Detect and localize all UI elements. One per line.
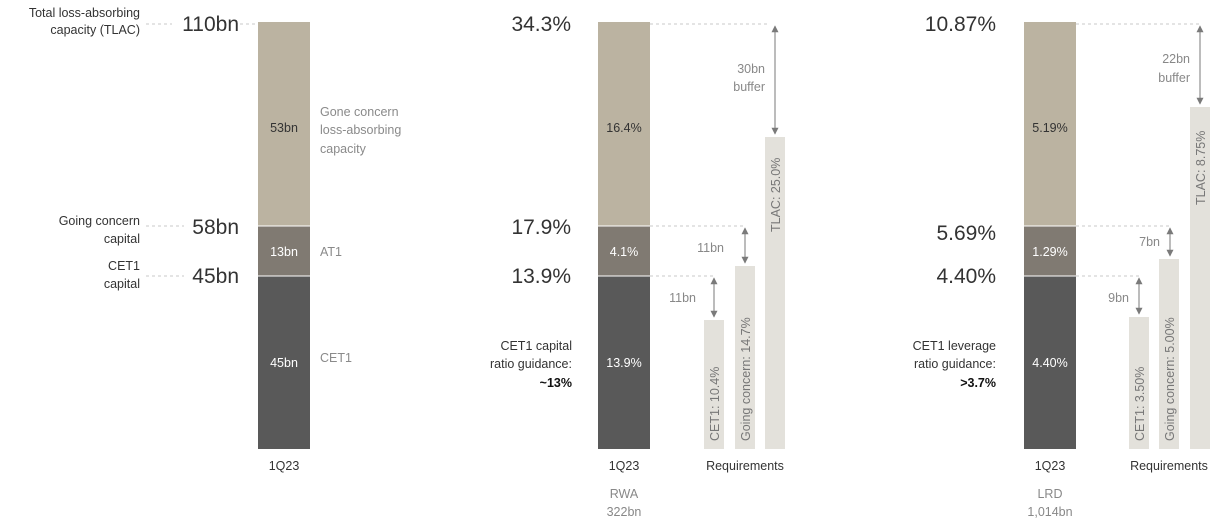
x-label-1q23: 1Q23 bbox=[609, 459, 640, 473]
bar-gone-concern bbox=[258, 22, 310, 226]
req-label-tlac: TLAC: 8.75% bbox=[1194, 131, 1208, 205]
seg-label-at1: 4.1% bbox=[610, 245, 639, 259]
value-110: 110bn bbox=[182, 13, 239, 36]
req-label-cet1: CET1: 10.4% bbox=[708, 367, 722, 441]
bar-at1 bbox=[598, 226, 650, 276]
seg-label-gone: 5.19% bbox=[1032, 121, 1067, 135]
buffer-tlac-2: buffer bbox=[1158, 71, 1190, 85]
x-label-requirements: Requirements bbox=[1130, 459, 1208, 473]
value-45: 45bn bbox=[192, 265, 239, 288]
legend-gone-1: Gone concern bbox=[320, 105, 399, 119]
seg-label-gone: 16.4% bbox=[606, 121, 641, 135]
x-label-1q23: 1Q23 bbox=[1035, 459, 1066, 473]
seg-label-at1: 13bn bbox=[270, 245, 298, 259]
req-label-going: Going concern: 14.7% bbox=[739, 317, 753, 441]
buffer-cet1: 9bn bbox=[1108, 291, 1129, 305]
going-label-2: capital bbox=[104, 232, 140, 246]
buffer-cet1: 11bn bbox=[669, 291, 696, 305]
going-label-1: Going concern bbox=[59, 214, 140, 228]
tlac-label-2: capacity (TLAC) bbox=[50, 23, 140, 37]
guidance-2: ratio guidance: bbox=[490, 357, 572, 371]
buffer-tlac-1: 30bn bbox=[737, 62, 765, 76]
req-label-tlac: TLAC: 25.0% bbox=[769, 158, 783, 232]
value-going: 5.69% bbox=[936, 222, 996, 245]
req-label-cet1: CET1: 3.50% bbox=[1133, 367, 1147, 441]
x-label-requirements: Requirements bbox=[706, 459, 784, 473]
buffer-tlac-2: buffer bbox=[733, 80, 765, 94]
buffer-going: 7bn bbox=[1139, 235, 1160, 249]
bar-at1 bbox=[258, 226, 310, 276]
legend-at1: AT1 bbox=[320, 245, 342, 259]
req-bar-cet1 bbox=[704, 320, 724, 449]
req-bar-going bbox=[1159, 259, 1179, 449]
tlac-label-1: Total loss-absorbing bbox=[29, 6, 140, 20]
cet1-label-2: capital bbox=[104, 277, 140, 291]
req-label-going: Going concern: 5.00% bbox=[1163, 317, 1177, 441]
legend-gone-3: capacity bbox=[320, 142, 367, 156]
value-going: 17.9% bbox=[511, 216, 571, 239]
guidance-1: CET1 capital bbox=[500, 339, 572, 353]
bar-at1 bbox=[1024, 226, 1076, 276]
panel-lrd-ratio: 10.87% 5.69% 4.40% CET1 leverage ratio g… bbox=[913, 13, 1210, 519]
buffer-tlac-1: 22bn bbox=[1162, 52, 1190, 66]
buffer-going: 11bn bbox=[697, 241, 724, 255]
guidance-value: ~13% bbox=[540, 376, 572, 390]
bar-gone-concern bbox=[1024, 22, 1076, 226]
guidance-1: CET1 leverage bbox=[913, 339, 996, 353]
bar-cet1 bbox=[598, 276, 650, 449]
bar-cet1 bbox=[1024, 276, 1076, 449]
req-bar-tlac bbox=[765, 137, 785, 449]
denominator-label: RWA bbox=[610, 487, 639, 501]
x-label-1q23: 1Q23 bbox=[269, 459, 300, 473]
denominator-label: LRD bbox=[1037, 487, 1062, 501]
value-58: 58bn bbox=[192, 216, 239, 239]
seg-label-cet1: 45bn bbox=[270, 356, 298, 370]
req-bar-going bbox=[735, 266, 755, 449]
legend-cet1: CET1 bbox=[320, 351, 352, 365]
req-bar-tlac bbox=[1190, 107, 1210, 449]
seg-label-cet1: 13.9% bbox=[606, 356, 641, 370]
value-total: 34.3% bbox=[511, 13, 571, 36]
seg-label-gone: 53bn bbox=[270, 121, 298, 135]
bar-cet1 bbox=[258, 276, 310, 449]
cet1-label-1: CET1 bbox=[108, 259, 140, 273]
panel-tlac-bn: Total loss-absorbing capacity (TLAC) Goi… bbox=[29, 6, 402, 473]
req-bar-cet1 bbox=[1129, 317, 1149, 449]
panel-rwa-ratio: 34.3% 17.9% 13.9% CET1 capital ratio gui… bbox=[490, 13, 785, 519]
denominator-value: 322bn bbox=[607, 505, 642, 519]
guidance-2: ratio guidance: bbox=[914, 357, 996, 371]
value-cet1: 4.40% bbox=[936, 265, 996, 288]
denominator-value: 1,014bn bbox=[1027, 505, 1072, 519]
seg-label-at1: 1.29% bbox=[1032, 245, 1067, 259]
value-total: 10.87% bbox=[925, 13, 996, 36]
bar-gone-concern bbox=[598, 22, 650, 226]
guidance-value: >3.7% bbox=[960, 376, 996, 390]
seg-label-cet1: 4.40% bbox=[1032, 356, 1067, 370]
value-cet1: 13.9% bbox=[511, 265, 571, 288]
legend-gone-2: loss-absorbing bbox=[320, 123, 401, 137]
